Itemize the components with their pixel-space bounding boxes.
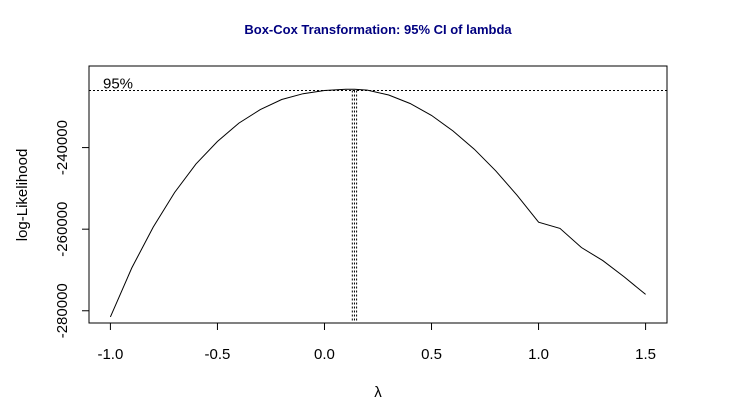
x-tick-label: -1.0 xyxy=(97,346,123,363)
x-tick-label: 1.5 xyxy=(635,346,656,363)
chart-title: Box-Cox Transformation: 95% CI of lambda xyxy=(244,22,512,37)
y-tick-label: -260000 xyxy=(54,202,71,257)
y-axis-label: log-Likelihood xyxy=(14,149,31,242)
x-tick-label: 1.0 xyxy=(528,346,549,363)
ci-label: 95% xyxy=(103,75,133,92)
y-axis: -280000 -260000 -240000 xyxy=(54,120,90,338)
likelihood-curve xyxy=(109,88,646,318)
y-tick-label: -280000 xyxy=(54,283,71,338)
x-axis-label: λ xyxy=(374,384,382,401)
series-line xyxy=(109,88,646,318)
plot-box xyxy=(88,65,668,324)
x-tick-label: -0.5 xyxy=(205,346,231,363)
y-tick-label: -240000 xyxy=(54,120,71,175)
ci-lines: 95% xyxy=(89,75,667,323)
x-tick-label: 0.5 xyxy=(421,346,442,363)
x-axis: -1.0 -0.5 0.0 0.5 1.0 1.5 xyxy=(97,322,656,363)
x-tick-label: 0.0 xyxy=(314,346,335,363)
